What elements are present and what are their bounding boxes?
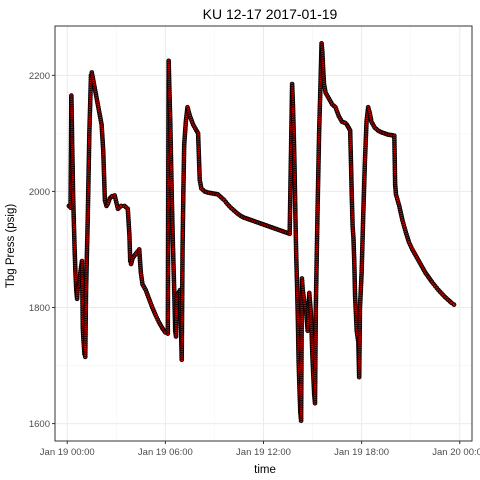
- x-tick-label: Jan 19 00:00: [40, 447, 95, 458]
- x-axis-label: time: [254, 464, 276, 476]
- y-axis-label: Tbg Press (psig): [5, 204, 17, 289]
- y-tick-label: 2000: [29, 187, 50, 198]
- x-axis-ticks: Jan 19 00:00 Jan 19 06:00 Jan 19 12:00 Jan …: [40, 441, 480, 458]
- y-tick-label: 1800: [29, 303, 50, 314]
- x-tick-label: Jan 19 12:00: [236, 447, 291, 458]
- data-points: [66, 41, 457, 424]
- x-tick-label: Jan 20 00:00: [432, 447, 480, 458]
- chart-title: KU 12-17 2017-01-19: [203, 6, 338, 22]
- data-point: [451, 302, 457, 307]
- y-axis-ticks: 1600 1800 2000 2200: [29, 71, 55, 430]
- y-tick-label: 2200: [29, 71, 50, 82]
- y-tick-label: 1600: [29, 419, 50, 430]
- x-tick-label: Jan 19 18:00: [334, 447, 389, 458]
- x-tick-label: Jan 19 06:00: [138, 447, 193, 458]
- plot-grid: [55, 26, 472, 441]
